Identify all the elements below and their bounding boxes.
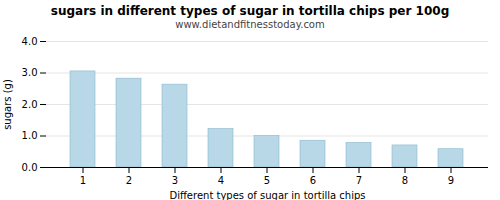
- svg-text:2.0: 2.0: [22, 99, 38, 110]
- svg-text:Different types of sugar in to: Different types of sugar in tortilla chi…: [169, 190, 365, 200]
- svg-text:sugars (g): sugars (g): [2, 79, 13, 130]
- html-text:sugars in different types of s: sugars in different types of sugar in to…: [50, 4, 450, 18]
- svg-text:0.0: 0.0: [22, 162, 38, 173]
- svg-text:4: 4: [218, 175, 224, 186]
- svg-text:1: 1: [80, 175, 86, 186]
- svg-text:3.0: 3.0: [22, 67, 38, 78]
- svg-text:3: 3: [172, 175, 178, 186]
- svg-text:8: 8: [402, 175, 408, 186]
- svg-text:1.0: 1.0: [22, 130, 38, 141]
- svg-text:7: 7: [356, 175, 362, 186]
- svg-text:2: 2: [126, 175, 132, 186]
- svg-text:9: 9: [448, 175, 454, 186]
- svg-text:6: 6: [310, 175, 316, 186]
- html-text:www.dietandfitnesstoday.com: www.dietandfitnesstoday.com: [175, 19, 325, 30]
- svg-text:4.0: 4.0: [22, 36, 38, 47]
- svg-text:5: 5: [264, 175, 270, 186]
